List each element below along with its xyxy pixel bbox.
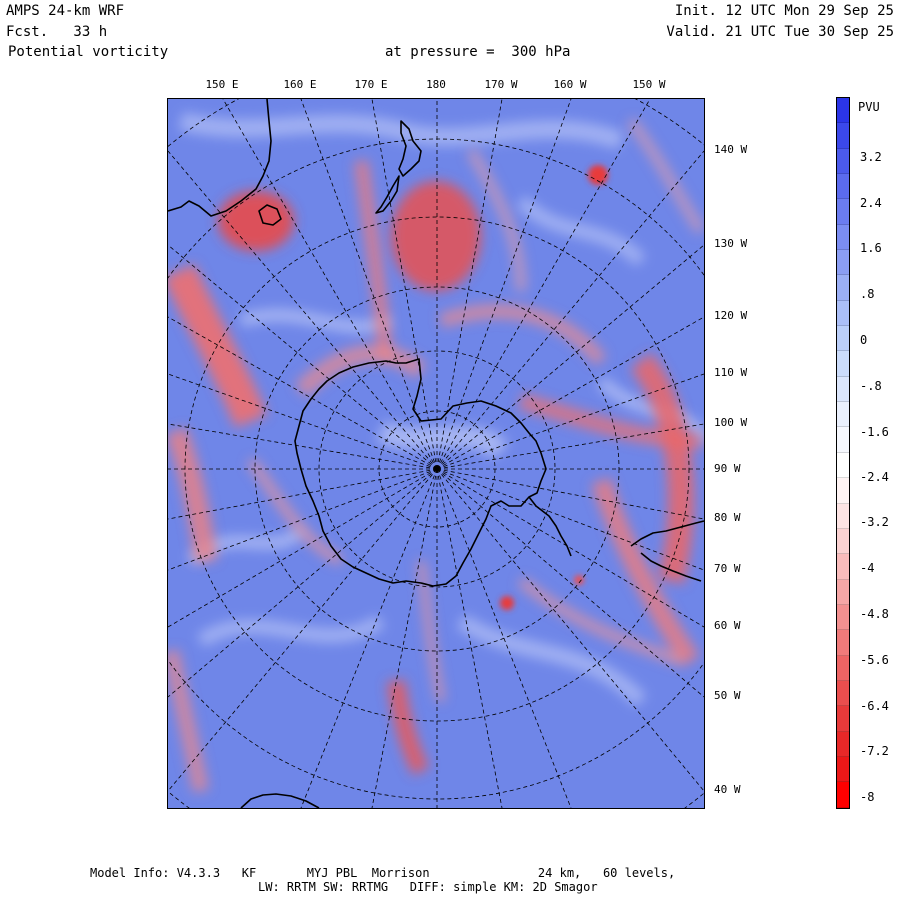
lon-label-140w: 140 W [714,143,748,156]
colorbar-band [837,326,849,352]
lon-label-150e: 150 E [205,78,239,91]
lon-label-50w: 50 W [714,689,741,702]
forecast-hour: Fcst. 33 h [6,24,108,40]
model-info-line1: Model Info: V4.3.3 KF MYJ PBL Morrison 2… [90,866,676,880]
lon-label-90w: 90 W [714,462,741,475]
colorbar-label: 2.4 [860,196,882,210]
colorbar-band [837,224,849,251]
colorbar-band [837,174,849,200]
colorbar-band [837,300,849,327]
lon-label-180: 180 [426,78,446,91]
colorbar-band [837,123,849,149]
colorbar-label: .8 [860,287,875,301]
colorbar-band [837,427,849,453]
colorbar-label: -2.4 [860,470,889,484]
colorbar-band [837,98,849,124]
australia-coastline [168,99,272,217]
colorbar-band [837,503,849,529]
colorbar-label: 1.6 [860,241,882,255]
colorbar-band [837,680,849,707]
lon-label-160w: 160 W [553,78,587,91]
colorbar-label: -6.4 [860,699,889,713]
colorbar-band [837,630,849,656]
colorbar-band [837,402,849,428]
lon-label-120w: 120 W [714,309,748,322]
colorbar-label: -4.8 [860,607,889,621]
colorbar-label: -1.6 [860,425,889,439]
valid-time: Valid. 21 UTC Tue 30 Sep 25 [666,24,894,40]
lon-label-170e: 170 E [354,78,388,91]
colorbar-band [837,655,849,681]
lon-label-80w: 80 W [714,511,741,524]
colorbar-label: -4 [860,561,875,575]
meridians [168,99,704,808]
south-america-coastline [630,520,704,547]
africa-tip-coastline [240,793,320,808]
pressure-level: at pressure = 300 hPa [385,44,571,60]
pv-negative-cores [500,165,608,610]
field-name: Potential vorticity [8,44,169,60]
colorbar-label: 3.2 [860,150,882,164]
new-zealand-north-island [398,120,422,177]
coastlines [168,99,704,808]
colorbar-label: -5.6 [860,653,889,667]
colorbar-band [837,376,849,403]
lon-label-130w: 130 W [714,237,748,250]
colorbar-band [837,604,849,631]
pv-map-svg [168,99,704,808]
lon-label-60w: 60 W [714,619,741,632]
colorbar-band [837,554,849,580]
colorbar-band [837,579,849,605]
colorbar-label: -.8 [860,379,882,393]
colorbar-label: -3.2 [860,515,889,529]
colorbar-band [837,528,849,555]
lon-label-40w: 40 W [714,783,741,796]
lon-label-160e: 160 E [283,78,317,91]
south-america-tip [640,552,702,582]
colorbar-band [837,452,849,479]
lon-label-170w: 170 W [484,78,518,91]
colorbar-band [837,275,849,301]
colorbar-band [837,706,849,732]
tasmania-coastline [258,204,282,226]
colorbar-band [837,756,849,783]
new-zealand-south-island [375,175,400,214]
colorbar-band [837,148,849,175]
antarctica-coastline [294,358,547,587]
model-title: AMPS 24-km WRF [6,3,125,19]
lon-label-100w: 100 W [714,416,748,429]
pv-map [167,98,705,809]
init-time: Init. 12 UTC Mon 29 Sep 25 [674,3,894,19]
colorbar-label: 0 [860,333,868,347]
colorbar-units: PVU [858,100,880,114]
lon-label-150w: 150 W [632,78,666,91]
colorbar-band [837,731,849,757]
antarctic-peninsula [528,496,572,557]
lon-label-110w: 110 W [714,366,748,379]
colorbar-band [837,351,849,377]
colorbar-band [837,199,849,225]
colorbar-label: -7.2 [860,744,889,758]
colorbar [836,97,850,809]
colorbar-label: -8 [860,790,875,804]
colorbar-band [837,250,849,276]
model-info-line2: LW: RRTM SW: RRTMG DIFF: simple KM: 2D S… [258,880,598,894]
colorbar-band [837,782,849,808]
lon-label-70w: 70 W [714,562,741,575]
colorbar-band [837,478,849,504]
pv-negative-features [168,118,704,793]
